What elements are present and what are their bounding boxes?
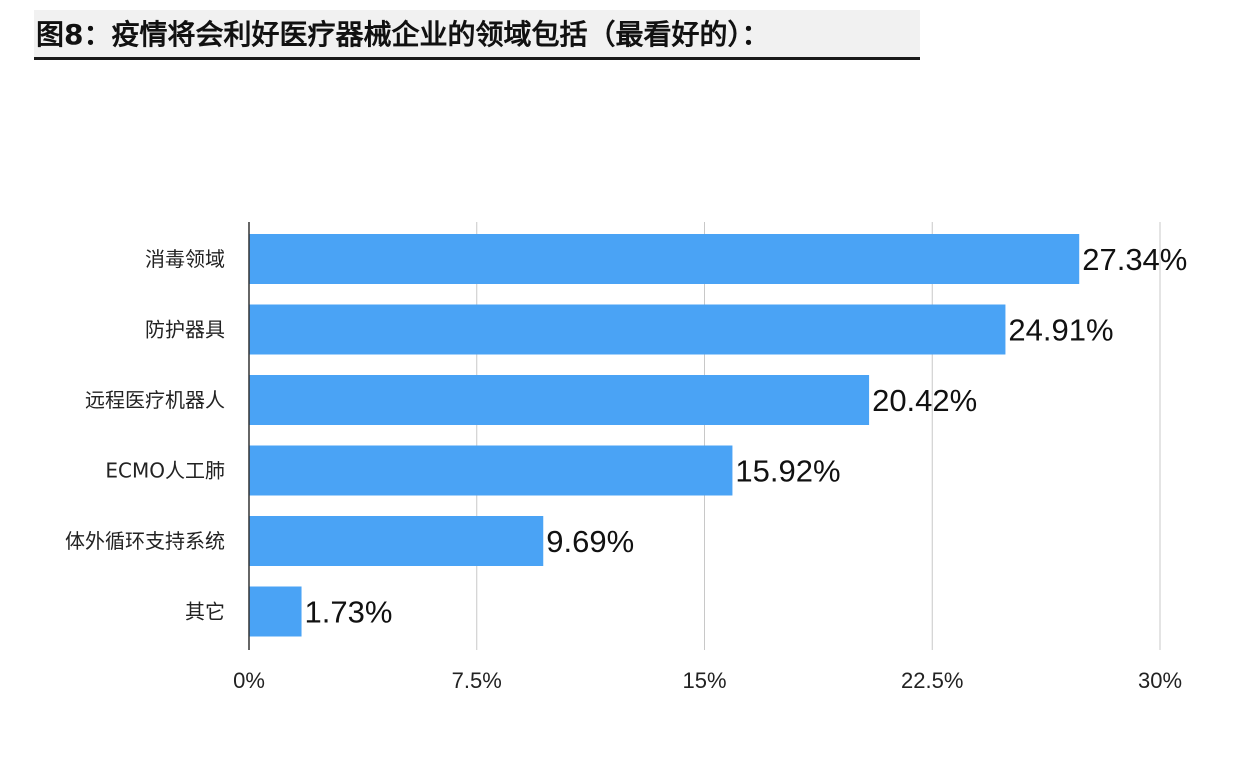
x-tick-labels: 0% 7.5% 15% 22.5% 30% [233,668,1182,693]
gridlines [476,222,1161,650]
bar [249,375,870,425]
value-label: 24.91% [1008,313,1113,348]
bar [249,304,1006,355]
x-tick-label: 22.5% [901,668,963,693]
x-tick-label: 30% [1138,668,1182,693]
x-tick-label: 15% [682,668,726,693]
category-label: ECMO人工肺 [105,459,225,483]
value-label: 27.34% [1082,242,1187,277]
category-label: 体外循环支持系统 [65,529,225,553]
category-label: 远程医疗机器人 [85,388,225,412]
chart-title: 图8：疫情将会利好医疗器械企业的领域包括（最看好的）： [34,10,920,60]
bars [249,234,1080,637]
bar [249,234,1080,284]
bar [249,445,733,496]
x-tick-label: 7.5% [452,668,502,693]
category-label: 其它 [185,600,225,624]
value-labels: 27.34% 24.91% 20.42% 15.92% 9.69% 1.73% [305,242,1188,630]
bar [249,586,302,637]
bar [249,516,544,566]
value-label: 9.69% [546,524,634,559]
value-label: 1.73% [305,595,393,630]
category-label: 消毒领域 [145,247,225,271]
value-label: 15.92% [735,454,840,489]
x-tick-label: 0% [233,668,265,693]
value-label: 20.42% [872,383,977,418]
category-label: 防护器具 [145,318,225,342]
